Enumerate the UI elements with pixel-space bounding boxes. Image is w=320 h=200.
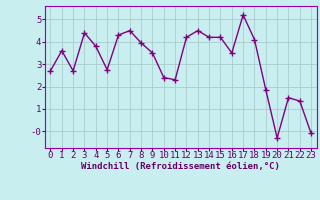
X-axis label: Windchill (Refroidissement éolien,°C): Windchill (Refroidissement éolien,°C) bbox=[81, 162, 280, 171]
